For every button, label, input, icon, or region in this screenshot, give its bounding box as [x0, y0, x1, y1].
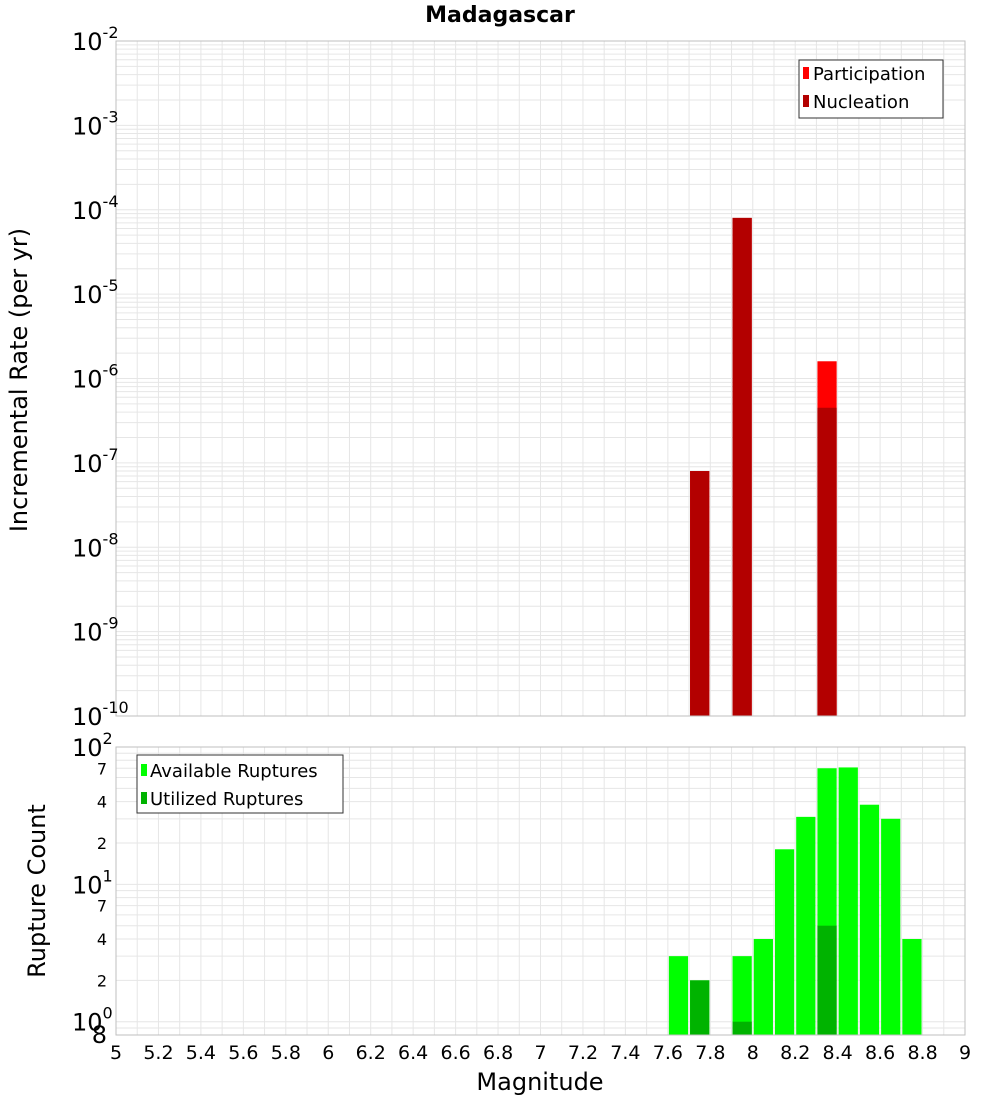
- top-y-axis-label: Incremental Rate (per yr): [5, 228, 33, 532]
- bar-available: [796, 816, 816, 1035]
- x-tick-label: 6.6: [440, 1042, 470, 1064]
- legend-swatch-utilized: [141, 792, 147, 804]
- bar-available: [774, 849, 795, 1035]
- x-tick-label: 8.6: [865, 1042, 895, 1064]
- legend-swatch-nucleation: [803, 95, 809, 107]
- bar-available: [838, 767, 858, 1035]
- top-y-tick-label: 10-10: [72, 698, 129, 731]
- top-y-tick-label: 10-4: [72, 192, 119, 225]
- x-tick-label: 5.8: [271, 1042, 301, 1064]
- x-axis-label: Magnitude: [476, 1068, 603, 1096]
- x-tick-label: 5.6: [228, 1042, 258, 1064]
- top-y-tick-label: 10-9: [72, 614, 119, 647]
- bottom-plot-frame: [115, 746, 966, 1036]
- bottom-legend-box: [136, 754, 344, 814]
- bar-utilized: [817, 925, 837, 1035]
- x-tick-label: 7.4: [610, 1042, 640, 1064]
- top-grid: [115, 41, 966, 717]
- bar-utilized: [732, 1021, 752, 1035]
- top-y-tick-label: 10-8: [72, 529, 119, 562]
- bottom-y-minor-tick-label: 4: [97, 930, 107, 949]
- legend-swatch-available: [141, 764, 147, 776]
- bottom-y-axis-label: Rupture Count: [23, 804, 51, 978]
- bottom-y-minor-tick-label: 8: [92, 1021, 107, 1049]
- bar-utilized: [690, 980, 710, 1035]
- bottom-y-minor-tick-label: 7: [97, 897, 107, 916]
- x-tick-label: 5.4: [186, 1042, 216, 1064]
- top-bars: [690, 217, 837, 716]
- bottom-bars: [668, 767, 922, 1035]
- x-tick-label: 6.8: [483, 1042, 513, 1064]
- bar-nucleation: [690, 471, 710, 716]
- top-legend: Participation Nucleation: [798, 59, 944, 119]
- x-tick-label: 6.4: [398, 1042, 428, 1064]
- bar-nucleation: [732, 217, 752, 716]
- top-y-tick-label: 10-5: [72, 276, 119, 309]
- x-tick-label: 8.2: [780, 1042, 810, 1064]
- x-tick-label: 8: [747, 1042, 759, 1064]
- x-tick-label: 8.8: [907, 1042, 937, 1064]
- x-tick-label: 9: [959, 1042, 971, 1064]
- bar-nucleation: [817, 407, 837, 716]
- legend-swatch-participation: [803, 67, 809, 79]
- legend-label-available: Available Ruptures: [150, 761, 318, 782]
- chart-title: Madagascar: [425, 3, 575, 28]
- bar-available: [668, 956, 689, 1035]
- bottom-y-minor-tick-label: 7: [97, 759, 107, 778]
- x-tick-label: 6: [322, 1042, 334, 1064]
- bar-available: [732, 956, 752, 1035]
- x-tick-label: 7.8: [695, 1042, 725, 1064]
- top-y-tick-label: 10-3: [72, 107, 119, 140]
- top-y-tick-label: 10-6: [72, 361, 119, 394]
- bar-available: [902, 939, 922, 1035]
- bottom-y-minor-tick-label: 4: [97, 793, 107, 812]
- bottom-y-minor-tick-label: 2: [97, 971, 107, 990]
- x-tick-label: 7.6: [653, 1042, 683, 1064]
- x-tick-label: 5: [110, 1042, 122, 1064]
- bar-available: [753, 939, 773, 1035]
- top-y-axis-ticks: 10-10 10-9 10-8 10-7 10-6 10-5 10-4 10-3 10-2: [72, 23, 129, 731]
- top-legend-box: [798, 59, 944, 119]
- x-tick-label: 7.2: [568, 1042, 598, 1064]
- x-axis-ticks: 5 5.2 5.4 5.6 5.8 6 6.2 6.4 6.6 6.8 7 7.2 7.4 7.6 7.8 8…: [110, 1042, 971, 1064]
- x-tick-label: 7: [534, 1042, 546, 1064]
- top-y-tick-label: 10-7: [72, 445, 119, 478]
- legend-label-utilized: Utilized Ruptures: [150, 789, 303, 810]
- top-y-tick-label: 10-2: [72, 23, 119, 56]
- top-plot-frame: [115, 40, 966, 717]
- x-tick-label: 6.2: [356, 1042, 386, 1064]
- bottom-legend: Available Ruptures Utilized Ruptures: [136, 754, 344, 814]
- bar-available: [881, 818, 901, 1035]
- legend-label-participation: Participation: [813, 64, 925, 85]
- x-tick-label: 8.4: [823, 1042, 853, 1064]
- bottom-y-tick-label: 102: [72, 729, 113, 762]
- x-tick-label: 5.2: [143, 1042, 173, 1064]
- bottom-y-tick-label: 101: [72, 866, 113, 899]
- legend-label-nucleation: Nucleation: [813, 92, 909, 113]
- bottom-y-minor-tick-label: 2: [97, 834, 107, 853]
- bar-available: [859, 804, 880, 1035]
